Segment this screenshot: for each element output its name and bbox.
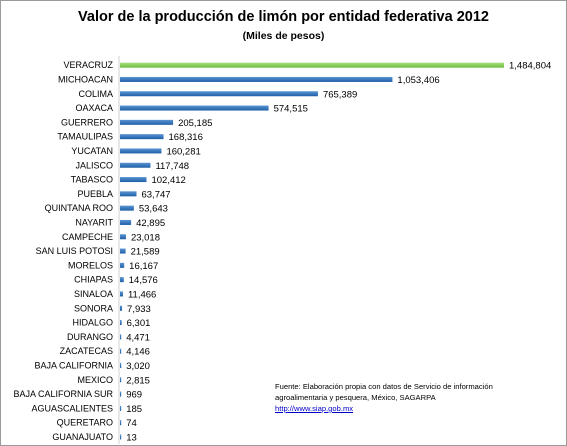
value-label: 205,185	[178, 118, 212, 129]
value-label: 4,471	[126, 332, 150, 343]
value-label: 185	[126, 404, 142, 415]
category-label: HIDALGO	[72, 318, 113, 328]
category-label: BAJA CALIFORNIA	[34, 360, 113, 370]
bar-guerrero	[120, 119, 174, 125]
bar-zacatecas	[120, 348, 122, 354]
value-label: 7,933	[127, 304, 151, 315]
category-label: CAMPECHE	[62, 232, 113, 242]
chart-subtitle: (Miles de pesos)	[242, 30, 325, 42]
value-label: 574,515	[274, 104, 308, 115]
bar-tamaulipas	[120, 134, 164, 140]
category-label: CHIAPAS	[74, 275, 113, 285]
bar-hidalgo	[120, 320, 122, 326]
value-label: 160,281	[166, 146, 200, 157]
bar-sonora	[120, 305, 123, 311]
bar-chiapas	[120, 277, 124, 283]
bar-aguascalientes	[120, 405, 122, 411]
category-label: NAYARIT	[75, 217, 113, 227]
value-labels: 1,484,804 1,053,406 765,389 574,515 205,185 1…	[126, 61, 551, 444]
bar-colima	[120, 91, 318, 97]
category-label: SINALOA	[74, 289, 113, 299]
chart-title: Valor de la producción de limón por enti…	[78, 9, 489, 25]
category-label: COLIMA	[78, 89, 113, 99]
bar-yucatan	[120, 148, 162, 154]
category-label: BAJA CALIFORNIA SUR	[13, 389, 113, 399]
bar-veracruz	[120, 62, 504, 68]
bar-baja-california-sur	[120, 391, 122, 397]
value-label: 23,018	[131, 232, 160, 243]
bar-nayarit	[120, 219, 132, 225]
category-label: ZACATECAS	[60, 346, 113, 356]
bar-san-luis-potosi	[120, 248, 126, 254]
category-label: DURANGO	[67, 332, 113, 342]
bar-michoacan	[120, 76, 393, 82]
value-label: 1,053,406	[397, 75, 439, 86]
value-label: 4,146	[126, 347, 150, 358]
category-label: QUINTANA ROO	[45, 203, 113, 213]
value-label: 11,466	[128, 289, 156, 300]
value-label: 6,301	[127, 318, 151, 329]
value-label: 3,020	[126, 361, 150, 372]
bar-jalisco	[120, 162, 151, 168]
value-label: 102,412	[151, 175, 185, 186]
bar-mexico	[120, 377, 122, 383]
value-label: 117,748	[155, 161, 189, 172]
category-label: OAXACA	[75, 103, 113, 113]
value-label: 21,589	[131, 247, 160, 258]
category-label: GUANAJUATO	[52, 432, 113, 442]
value-label: 74	[126, 418, 137, 429]
bar-baja-california	[120, 362, 122, 368]
category-label: MEXICO	[77, 375, 113, 385]
bar-puebla	[120, 191, 137, 197]
bar-morelos	[120, 262, 125, 268]
value-label: 42,895	[136, 218, 165, 229]
value-label: 63,747	[141, 189, 170, 200]
value-label: 53,643	[139, 204, 168, 215]
category-label: VERACRUZ	[63, 60, 113, 70]
value-label: 2,815	[126, 375, 150, 386]
category-label: JALISCO	[75, 160, 113, 170]
bar-campeche	[120, 234, 126, 240]
category-label: GUERRERO	[61, 117, 113, 127]
category-label: SAN LUIS POTOSI	[36, 246, 113, 256]
category-label: AGUASCALIENTES	[31, 403, 113, 413]
category-label: SONORA	[74, 303, 113, 313]
category-labels: VERACRUZ MICHOACAN COLIMA OAXACA GUERRERO TAM…	[13, 60, 113, 442]
value-label: 16,167	[129, 261, 158, 272]
bars-group	[120, 62, 504, 440]
value-label: 168,316	[169, 132, 203, 143]
bar-oaxaca	[120, 105, 269, 111]
bar-durango	[120, 334, 122, 340]
source-note: Fuente: Elaboración propia con datos de …	[275, 381, 560, 414]
category-label: QUERETARO	[57, 418, 113, 428]
bar-quintana-roo	[120, 205, 134, 211]
category-label: MORELOS	[68, 260, 113, 270]
source-link[interactable]: http://www.siap.gob.mx	[275, 404, 354, 413]
value-label: 13	[126, 432, 137, 443]
source-line-2: agroalimentaria y pesquera, México, SAGA…	[275, 393, 436, 402]
source-line-1: Fuente: Elaboración propia con datos de …	[275, 382, 493, 391]
category-label: TABASCO	[71, 175, 113, 185]
category-label: MICHOACAN	[58, 74, 113, 84]
category-label: PUEBLA	[77, 189, 113, 199]
bar-sinaloa	[120, 291, 123, 297]
category-label: YUCATAN	[71, 146, 113, 156]
bar-queretaro	[120, 420, 122, 426]
value-label: 969	[126, 390, 142, 401]
bar-guanajuato	[120, 434, 122, 440]
bar-tabasco	[120, 177, 147, 183]
value-label: 1,484,804	[509, 61, 551, 72]
value-label: 14,576	[129, 275, 158, 286]
value-label: 765,389	[323, 89, 357, 100]
category-label: TAMAULIPAS	[57, 132, 113, 142]
